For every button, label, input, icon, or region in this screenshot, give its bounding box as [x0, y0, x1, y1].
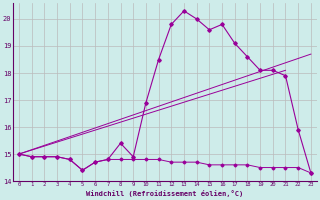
X-axis label: Windchill (Refroidissement éolien,°C): Windchill (Refroidissement éolien,°C) — [86, 190, 244, 197]
